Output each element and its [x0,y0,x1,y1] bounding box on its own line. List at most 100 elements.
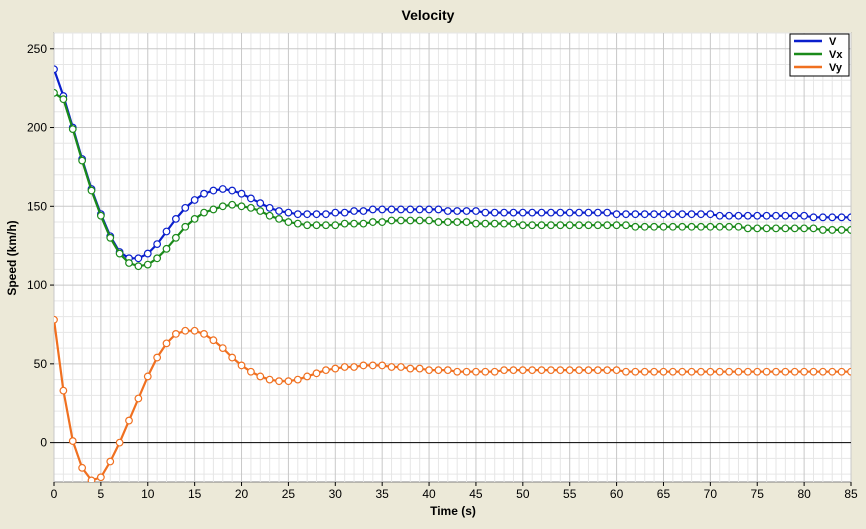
data-point-vy [218,344,227,352]
data-point-vx [687,222,696,231]
data-point-vy [415,364,424,373]
data-point-v [490,208,499,217]
x-tick-label: 30 [329,487,343,501]
data-point-vy [209,336,218,345]
data-point-vx [790,224,799,233]
data-point-v [734,211,743,220]
data-point-vx [668,222,677,231]
y-tick-label: 200 [27,121,47,135]
x-tick-label: 20 [235,487,249,501]
data-point-v [650,210,658,219]
data-point-vy [125,416,133,425]
data-point-vx [518,221,527,230]
data-point-vy [462,367,471,376]
data-point-v [322,210,330,219]
data-point-vx [434,218,443,226]
data-point-vy [490,367,499,376]
data-point-v [190,196,199,204]
data-point-vx [828,226,837,234]
data-point-v [312,210,321,219]
data-point-vy [640,367,649,376]
data-point-vy [115,438,124,447]
x-tick-label: 0 [51,487,58,501]
data-point-vy [603,366,612,375]
data-point-vx [584,221,593,230]
data-point-vy [556,366,565,375]
data-point-vx [678,222,687,231]
data-point-v [472,207,480,215]
y-tick-label: 250 [27,42,47,56]
x-tick-label: 45 [469,487,483,501]
data-point-v [378,205,387,214]
data-point-v [162,227,171,236]
data-point-vy [687,367,696,376]
data-point-vx [171,233,180,242]
data-point-vx [781,224,790,233]
data-point-vx [453,218,462,226]
data-point-v [659,210,668,219]
data-point-vy [171,330,180,338]
data-point-v [218,185,227,193]
data-point-vy [725,367,734,376]
chart-title: Velocity [402,7,455,23]
legend-label-v: V [829,36,837,48]
data-point-vx [837,226,846,234]
data-point-v [228,186,237,195]
data-point-vy [378,361,387,370]
data-point-v [753,211,762,220]
y-tick-label: 50 [34,357,48,371]
x-tick-label: 70 [704,487,718,501]
data-point-vy [828,367,837,376]
data-point-vx [256,207,265,215]
data-point-vx [631,222,640,231]
data-point-vx [115,249,124,258]
data-point-vy [443,366,452,375]
legend-label-vx: Vx [829,49,843,61]
data-point-v [518,208,527,217]
y-axis-label: Speed (km/h) [5,220,19,295]
x-tick-label: 10 [141,487,155,501]
x-tick-label: 40 [422,487,436,501]
data-point-vy [706,367,715,376]
data-point-vy [134,394,143,403]
data-point-vx [556,221,565,230]
data-point-vx [509,219,518,228]
data-point-vx [68,125,77,134]
data-point-v [443,207,452,215]
data-point-v [303,210,312,219]
data-point-v [350,207,358,215]
data-point-vx [415,216,424,225]
data-point-vx [190,215,199,223]
data-point-vx [125,259,133,267]
data-point-vy [406,364,415,373]
plot-area [53,32,852,483]
data-point-vx [54,88,58,97]
x-axis-label: Time (s) [430,504,476,518]
x-tick-label: 65 [657,487,671,501]
data-point-v [284,208,293,217]
data-point-v [809,213,818,222]
data-point-v [790,211,799,220]
data-point-vy [162,339,171,348]
data-point-v [54,65,58,74]
data-point-vx [275,215,283,223]
data-point-vy [837,367,846,376]
y-tick-label: 150 [27,199,47,213]
x-tick-label: 55 [563,487,577,501]
data-point-vy [481,367,490,376]
data-point-vx [181,222,190,231]
data-point-vy [762,367,771,376]
data-point-vy [575,366,583,375]
data-point-vy [106,457,115,466]
data-point-vy [650,367,658,376]
data-point-vx [462,218,471,226]
data-point-v [368,205,377,214]
data-point-vx [800,224,809,233]
data-point-v [415,205,424,214]
data-point-v [762,211,771,220]
data-point-vx [359,219,368,228]
x-tick-label: 50 [516,487,530,501]
data-point-v [631,210,640,219]
data-point-v [509,208,518,217]
data-point-vy [472,367,480,376]
